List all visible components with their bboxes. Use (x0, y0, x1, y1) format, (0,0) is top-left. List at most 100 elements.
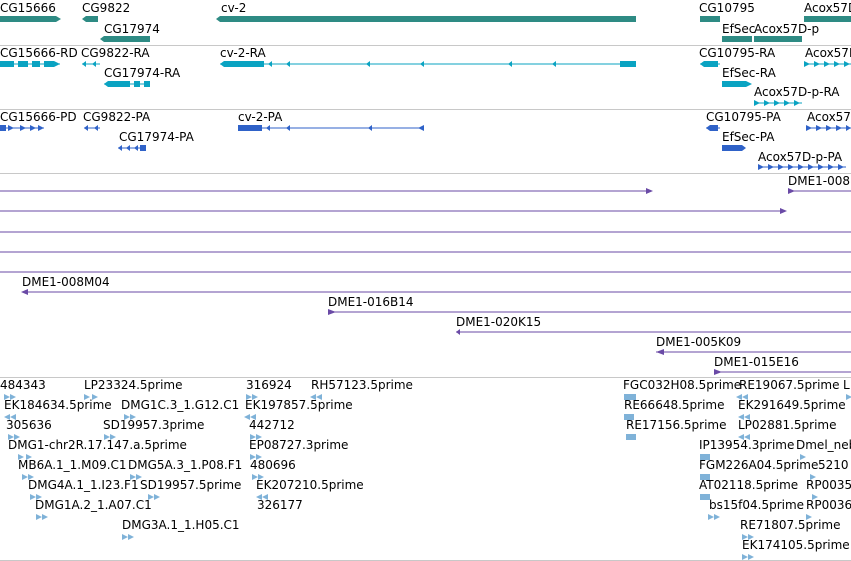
est-label[interactable]: AT02118.5prime (699, 478, 799, 492)
est-label[interactable]: FGM226A04.5prime (699, 458, 819, 472)
protein-glyphs (0, 125, 851, 170)
est-label[interactable]: 5210 (818, 458, 849, 472)
gene-cg17974-bar (104, 36, 150, 42)
est-label[interactable]: IP13954.3prime (699, 438, 795, 452)
est-label[interactable]: FGC032H08.5prime (623, 378, 742, 392)
protein-label[interactable]: Acox57D-p-PA (758, 150, 843, 164)
gene-label[interactable]: CG10795 (699, 1, 755, 15)
est-label[interactable]: RE66648.5prime (624, 398, 725, 412)
bac-clone-label[interactable]: DME1-008M04 (22, 275, 110, 289)
est-label[interactable]: L (843, 378, 850, 392)
transcript-label[interactable]: Acox57D-p-RA (754, 85, 840, 99)
gene-efsec-bar (722, 36, 752, 42)
est-label[interactable]: 484343 (0, 378, 46, 392)
exon (722, 145, 742, 151)
est-glyphs (4, 394, 851, 560)
gene-label[interactable]: CG9822 (82, 1, 131, 15)
est-label[interactable]: DMG3A.1_1.H05.C1 (122, 518, 240, 532)
exon (224, 61, 264, 67)
track-divider (0, 109, 851, 110)
est-label[interactable]: 442712 (249, 418, 295, 432)
est-label[interactable]: RP0035 (806, 478, 851, 492)
exon (134, 81, 140, 87)
est-label[interactable]: 480696 (250, 458, 296, 472)
gene-glyphs (0, 16, 851, 42)
est-label[interactable]: RE71807.5prime (740, 518, 841, 532)
exon (108, 81, 130, 87)
est-label[interactable]: RE19067.5prime (739, 378, 840, 392)
bac-clone-label[interactable]: DME1-008 (788, 174, 851, 188)
transcript-label[interactable]: Acox57D (805, 46, 851, 60)
est-label[interactable]: EK184634.5prime (4, 398, 112, 412)
exon (140, 145, 146, 151)
est-label[interactable]: MB6A.1_1.M09.C1 (18, 458, 127, 472)
est-label[interactable]: SD19957.3prime (103, 418, 205, 432)
est-track: 484343 LP23324.5prime 316924 RH57123.5pr… (0, 378, 851, 561)
gene-label[interactable]: CG15666 (0, 1, 56, 15)
exon (238, 125, 262, 131)
est-label[interactable]: 326177 (257, 498, 303, 512)
protein-label[interactable]: cv-2-PA (238, 110, 283, 124)
est-label[interactable]: RE17156.5prime (626, 418, 727, 432)
est-label[interactable]: LP02881.5prime (738, 418, 837, 432)
est-label[interactable]: EP08727.3prime (249, 438, 349, 452)
bac-clone-label[interactable]: DME1-015E16 (714, 355, 799, 369)
bac-clone-label[interactable]: DME1-016B14 (328, 295, 414, 309)
protein-track: CG15666-PD CG9822-PA cv-2-PA CG17974-PA … (0, 110, 851, 173)
est-label[interactable]: 316924 (246, 378, 292, 392)
transcript-label[interactable]: CG9822-RA (81, 46, 150, 60)
est-label[interactable]: EK174105.5prime (742, 538, 850, 552)
track-divider (0, 377, 851, 378)
transcript-track: CG15666-RD CG9822-RA cv-2-RA CG17974-RA … (0, 46, 851, 109)
est-label[interactable]: LP23324.5prime (84, 378, 183, 392)
exon (44, 61, 54, 67)
protein-label[interactable]: Acox57 (807, 110, 851, 124)
transcript-label[interactable]: cv-2-RA (220, 46, 266, 60)
est-label[interactable]: DMG1-chr2R.17.147.a.5prime (8, 438, 187, 452)
est-label[interactable]: DMG4A.1_1.I23.F1 (28, 478, 139, 492)
est-label[interactable]: DMG1A.2_1.A07.C1 (35, 498, 152, 512)
exon (722, 81, 746, 87)
gene-acox57d-p-bar (754, 36, 802, 42)
est-label[interactable]: RH57123.5prime (311, 378, 413, 392)
gene-cg15666-bar (0, 16, 61, 22)
track-divider (0, 173, 851, 174)
est-label[interactable]: EK291649.5prime (738, 398, 846, 412)
gene-label[interactable]: cv-2 (221, 1, 247, 15)
gene-label[interactable]: Acox57D-p (754, 22, 820, 36)
gene-label[interactable]: CG17974 (104, 22, 160, 36)
gene-cg10795-bar (700, 16, 720, 22)
protein-label[interactable]: CG9822-PA (83, 110, 151, 124)
exon (32, 61, 40, 67)
est-label[interactable]: EK197857.5prime (245, 398, 353, 412)
gene-track: CG15666 CG9822 cv-2 CG17974 CG10795 Acox… (0, 0, 851, 45)
exon (18, 61, 28, 67)
gene-acox57d-bar (804, 16, 851, 22)
transcript-label[interactable]: EfSec-RA (722, 66, 776, 80)
gene-cv2-bar (220, 16, 636, 22)
exon (710, 125, 718, 131)
protein-label[interactable]: EfSec-PA (722, 130, 775, 144)
protein-label[interactable]: CG15666-PD (0, 110, 77, 124)
est-label[interactable]: EK207210.5prime (256, 478, 364, 492)
est-label[interactable]: bs15f04.5prime (709, 498, 805, 512)
est-label[interactable]: 305636 (6, 418, 52, 432)
protein-label[interactable]: CG17974-PA (119, 130, 194, 144)
est-label[interactable]: DMG5A.3_1.P08.F1 (128, 458, 243, 472)
exon (0, 61, 14, 67)
transcript-label[interactable]: CG10795-RA (699, 46, 776, 60)
bac-track: DME1-008 DME1-008M04 DME1-016B14 DME1-02… (0, 174, 851, 377)
est-label[interactable]: SD19957.5prime (140, 478, 242, 492)
protein-label[interactable]: CG10795-PA (706, 110, 781, 124)
est-label[interactable]: DMG1C.3_1.G12.C1 (121, 398, 240, 412)
transcript-label[interactable]: CG15666-RD (0, 46, 78, 60)
exon (0, 125, 6, 131)
transcript-label[interactable]: CG17974-RA (104, 66, 181, 80)
gene-label[interactable]: Acox57D (804, 1, 851, 15)
gene-label[interactable]: EfSec (722, 22, 756, 36)
exon (144, 81, 150, 87)
bac-clone-label[interactable]: DME1-005K09 (656, 335, 742, 349)
est-label[interactable]: RP0036 (806, 498, 851, 512)
bac-clone-label[interactable]: DME1-020K15 (456, 315, 542, 329)
est-label[interactable]: Dmel_neb (796, 438, 851, 452)
